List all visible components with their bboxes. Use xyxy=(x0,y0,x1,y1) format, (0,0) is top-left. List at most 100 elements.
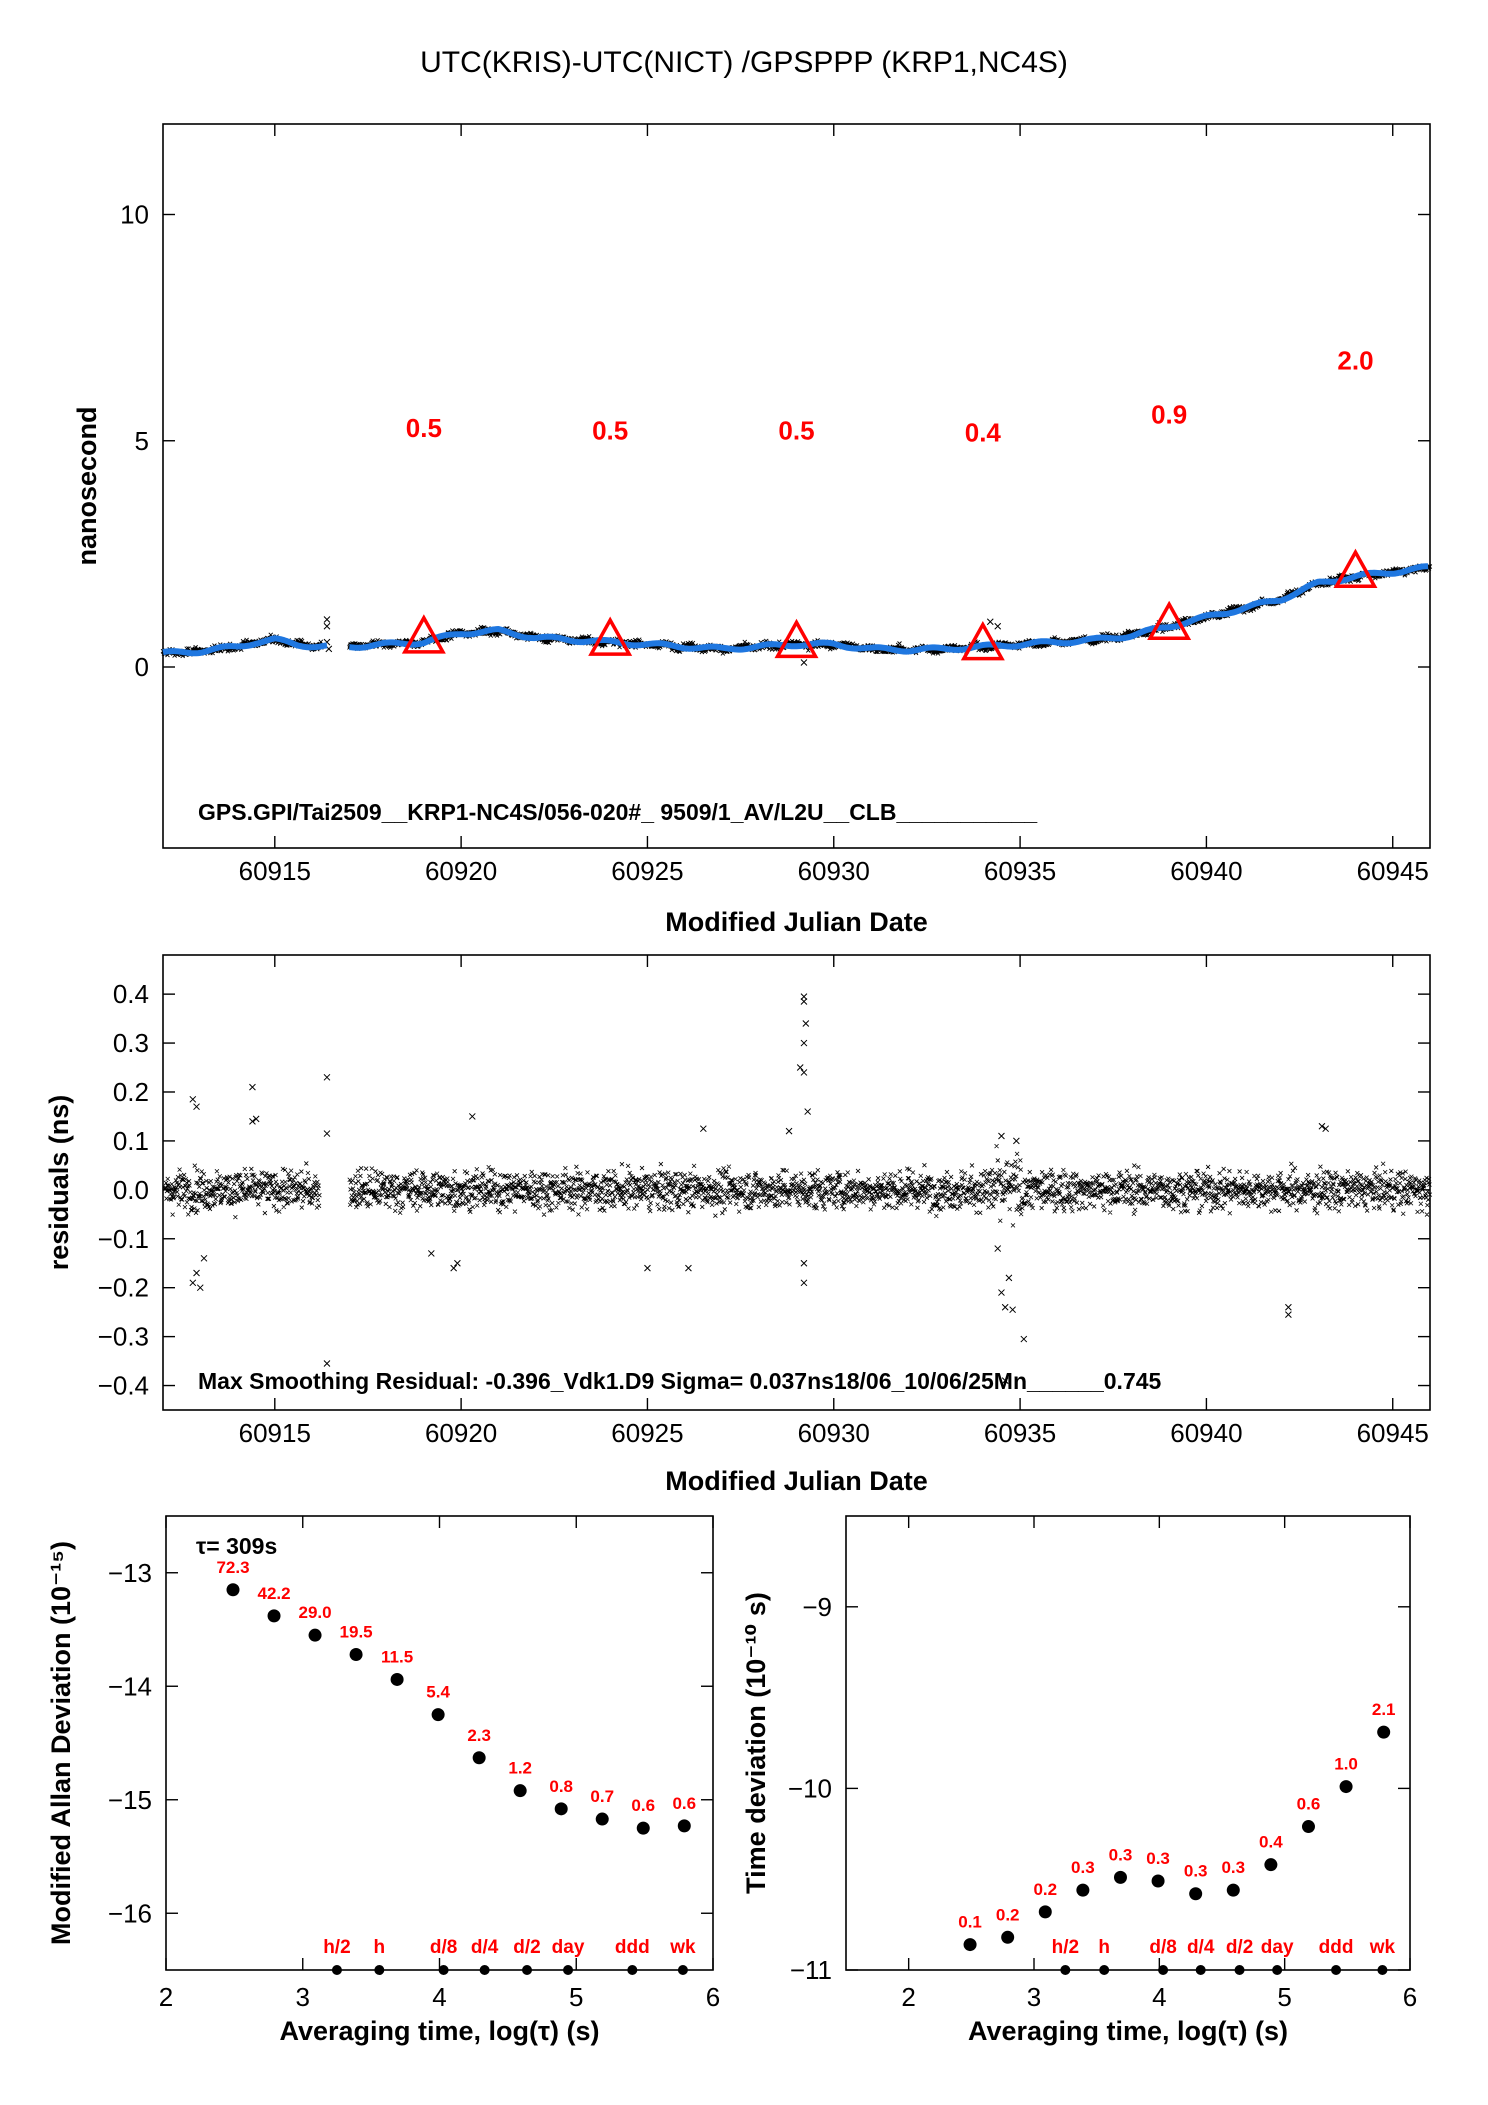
period-marker xyxy=(522,1965,533,1975)
deviation-point xyxy=(1189,1887,1203,1901)
outlier-point xyxy=(800,659,808,666)
outlier-point xyxy=(699,1125,707,1133)
outlier-point xyxy=(800,1259,808,1267)
y-tick-label: −9 xyxy=(802,1592,832,1622)
outlier-point xyxy=(1001,1377,1009,1385)
y-tick-label: 10 xyxy=(120,200,149,230)
deviation-point xyxy=(431,1708,445,1722)
x-tick-label: 60935 xyxy=(984,856,1056,886)
outlier-point xyxy=(804,1108,812,1115)
deviation-point xyxy=(1113,1870,1127,1884)
x-tick-label: 60945 xyxy=(1357,856,1429,886)
residuals-panel: 60915 60920 60925 60930 60935 60940 60945 −0.4 −… xyxy=(44,954,1433,1496)
deviation-value-label: 0.8 xyxy=(549,1777,573,1796)
x-tick-label: 60915 xyxy=(239,1418,311,1448)
y-tick-label: 0.2 xyxy=(113,1077,149,1107)
x-tick-label: 3 xyxy=(1027,1982,1041,2012)
period-marker-label: ddd xyxy=(1319,1937,1354,1958)
period-marker xyxy=(1331,1965,1342,1975)
deviation-value-label: 0.7 xyxy=(590,1787,614,1806)
period-marker-label: d/4 xyxy=(471,1937,499,1958)
deviation-value-label: 5.4 xyxy=(426,1683,450,1702)
y-tick-label: −0.2 xyxy=(98,1273,149,1303)
period-marker-label: d/4 xyxy=(1187,1937,1215,1958)
y-tick-label: −16 xyxy=(108,1898,152,1928)
deviation-point xyxy=(1001,1930,1015,1944)
marker-value-label: 2.0 xyxy=(1337,345,1373,375)
triangle-marker xyxy=(1333,548,1378,588)
deviation-point xyxy=(1076,1883,1090,1897)
deviation-point xyxy=(513,1784,527,1798)
y-tick-label: 5 xyxy=(135,426,149,456)
outlier-point xyxy=(1005,1274,1013,1282)
chart-title: UTC(KRIS)-UTC(NICT) /GPSPPP (KRP1,NC4S) xyxy=(420,46,1068,79)
outlier-point xyxy=(800,998,808,1005)
plot-frame xyxy=(162,123,1431,849)
outlier-point xyxy=(1318,1122,1326,1130)
outlier-point xyxy=(427,1250,435,1257)
deviation-point xyxy=(1377,1725,1391,1739)
period-marker xyxy=(1272,1965,1283,1975)
deviation-point xyxy=(267,1609,281,1623)
outlier-point xyxy=(785,1127,793,1135)
deviation-value-label: 19.5 xyxy=(340,1622,373,1641)
period-marker-label: h/2 xyxy=(323,1937,350,1958)
period-marker xyxy=(1099,1965,1110,1975)
deviation-value-label: 0.2 xyxy=(1033,1880,1057,1899)
triangle-marker xyxy=(588,616,633,656)
y-axis-label: Modified Allan Deviation (10⁻¹⁵) xyxy=(46,1541,76,1945)
period-marker xyxy=(331,1965,342,1975)
outlier-point xyxy=(796,1064,804,1071)
time-deviation-panel: 2 3 4 5 6 −9 −10 −11 0.1 0.2 0.2 0.3 0.3 0.3 0.3 0.3 0.4… xyxy=(741,1515,1417,2046)
y-tick-label: −0.1 xyxy=(98,1224,149,1254)
residual-stats-note: Max Smoothing Residual: -0.396_Vdk1.D9 S… xyxy=(198,1368,1162,1394)
triangle-marker xyxy=(960,621,1005,661)
period-marker xyxy=(627,1965,638,1975)
y-tick-label: −0.4 xyxy=(98,1371,149,1401)
period-marker-label: wk xyxy=(669,1937,696,1958)
y-axis-label: nanosecond xyxy=(72,406,102,565)
outlier-point xyxy=(802,1020,810,1027)
outlier-point xyxy=(454,1259,461,1267)
deviation-value-label: 0.1 xyxy=(958,1913,982,1932)
period-marker-label: wk xyxy=(1369,1937,1396,1958)
x-tick-label: 60920 xyxy=(425,1418,497,1448)
period-marker-label: h xyxy=(1098,1937,1110,1958)
y-axis-label: Time deviation (10⁻¹⁰ s) xyxy=(741,1592,771,1894)
x-tick-label: 4 xyxy=(1152,1982,1166,2012)
outlier-point xyxy=(193,1269,200,1277)
period-marker xyxy=(1195,1965,1206,1975)
x-tick-label: 60935 xyxy=(984,1418,1056,1448)
outlier-point xyxy=(685,1264,692,1272)
period-marker xyxy=(677,1965,688,1975)
outlier-point xyxy=(800,1039,808,1047)
deviation-value-label: 0.6 xyxy=(672,1794,696,1813)
deviation-value-label: 0.3 xyxy=(1071,1858,1095,1877)
deviation-point xyxy=(1151,1874,1165,1888)
x-tick-label: 2 xyxy=(901,1982,915,2012)
deviation-point xyxy=(595,1812,609,1826)
x-tick-label: 60930 xyxy=(798,856,870,886)
deviation-value-label: 2.1 xyxy=(1372,1700,1396,1719)
marker-value-label: 0.9 xyxy=(1151,400,1187,430)
triangle-marker xyxy=(401,614,446,654)
triangle-marker xyxy=(774,618,819,659)
outlier-point xyxy=(800,993,808,1000)
outlier-point xyxy=(249,1117,256,1125)
deviation-point xyxy=(1038,1905,1052,1919)
deviation-point xyxy=(226,1583,240,1597)
deviation-point xyxy=(390,1672,404,1686)
deviation-value-label: 0.2 xyxy=(996,1905,1020,1924)
x-tick-label: 6 xyxy=(1403,1982,1417,2012)
y-tick-label: 0.4 xyxy=(113,979,149,1009)
deviation-value-label: 72.3 xyxy=(216,1558,249,1577)
period-marker xyxy=(479,1965,490,1975)
x-tick-label: 60920 xyxy=(425,856,497,886)
deviation-point xyxy=(554,1802,568,1816)
deviation-point xyxy=(1339,1780,1353,1794)
period-marker xyxy=(374,1965,385,1975)
deviation-value-label: 2.3 xyxy=(467,1726,491,1745)
period-marker xyxy=(1234,1965,1245,1975)
period-marker xyxy=(438,1965,449,1975)
